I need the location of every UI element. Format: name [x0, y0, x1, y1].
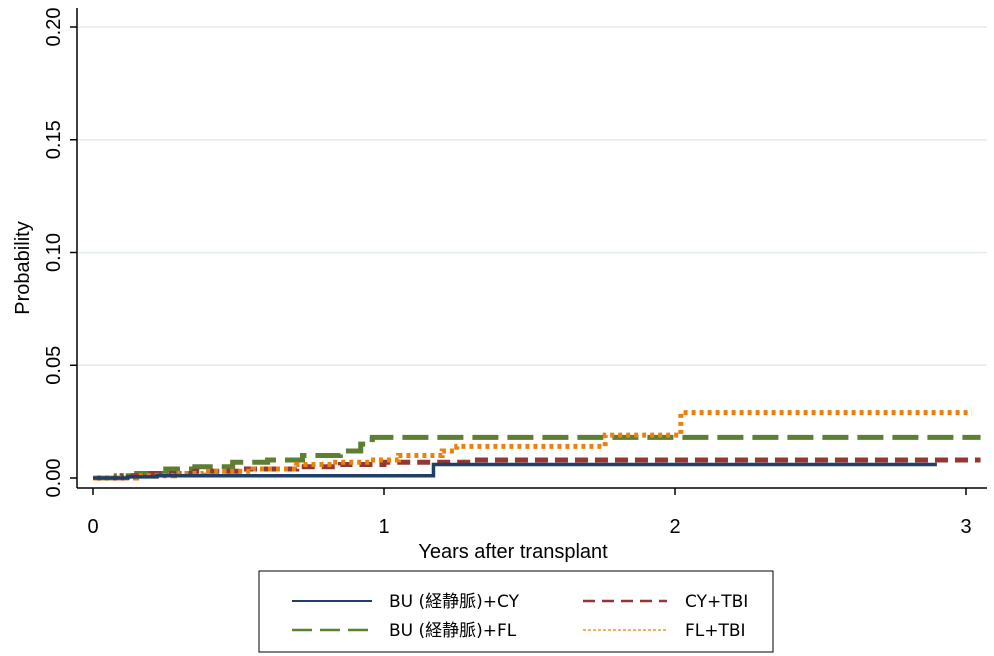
- legend-label: FL+TBI: [685, 621, 746, 641]
- ticks: 0.00 0.05 0.10 0.15 0.20 0 1 2 3: [43, 8, 972, 538]
- y-tick-label: 0.10: [43, 233, 65, 272]
- y-axis-title: Probability: [12, 221, 34, 314]
- series-line-solid: [93, 462, 937, 480]
- x-tick-label: 1: [378, 516, 389, 538]
- y-tick-label: 0.05: [43, 346, 65, 385]
- y-tick-label: 0.00: [43, 459, 65, 498]
- y-tick-label: 0.20: [43, 8, 65, 47]
- x-axis-title: Years after transplant: [418, 541, 608, 563]
- axes: [76, 8, 987, 489]
- grid-lines: [78, 26, 987, 366]
- x-tick-label: 0: [87, 516, 98, 538]
- legend-label: BU (経静脈)+FL: [389, 621, 517, 641]
- legend-label: BU (経静脈)+CY: [389, 592, 520, 612]
- legend: BU (経静脈)+CY CY+TBI BU (経静脈)+FL FL+TBI: [258, 570, 774, 653]
- x-tick-label: 2: [669, 516, 680, 538]
- series-layer: [93, 410, 981, 481]
- legend-box: [258, 570, 774, 653]
- x-tick-label: 3: [960, 516, 971, 538]
- y-tick-label: 0.15: [43, 120, 65, 159]
- legend-label: CY+TBI: [685, 592, 748, 612]
